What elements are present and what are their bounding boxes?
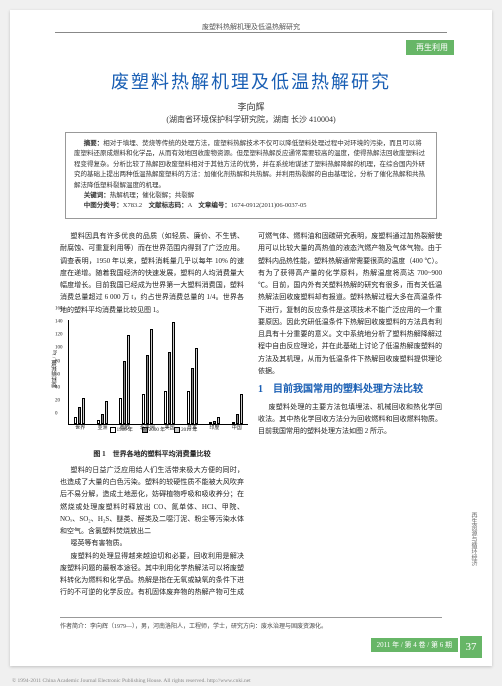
affiliation: (湖南省环境保护科学研究院，湖南 长沙 410004) (10, 114, 492, 125)
page-number: 37 (460, 636, 482, 658)
chart-bar (101, 414, 104, 424)
chart-bar-group (97, 401, 108, 424)
chart-bar (142, 394, 145, 424)
body-p3a: 噁英等有害物质。 (60, 537, 244, 549)
chart-ytick: 60 (55, 371, 60, 380)
chart-xlabel: 北美洲 (136, 425, 158, 434)
body-p2: 塑料的日益广泛应用给人们生活带来极大方便的同时，也造成了大量的白色污染。塑料的较… (60, 464, 244, 538)
chart-bar-group (119, 335, 130, 424)
copyright-line: © 1994-2011 China Academic Journal Elect… (12, 678, 251, 684)
author-name: 李向辉 (10, 100, 492, 113)
chart-bar (240, 394, 243, 424)
issue-tag: 2011 年 / 第 4 卷 / 第 6 期 (371, 638, 458, 652)
chart-ytick: 40 (55, 384, 60, 393)
clc-label: 中图分类号： (84, 202, 123, 209)
chart-bar (213, 421, 216, 424)
keywords-text: 热解机理；催化裂解；共裂解 (110, 192, 195, 199)
running-title: 废塑料热解机理及低温热解研究 (10, 22, 492, 32)
side-label: 再生资源与循环经济 (469, 512, 478, 566)
article-id-text: 1674-0912(2011)06-0037-05 (231, 202, 307, 209)
bar-chart: 塑料消耗量 / kg 020406080100120140160世界亚洲西欧北美… (68, 320, 248, 425)
author-bio: 作者简介：李向辉（1979—），男，河南洛阳人，工程师，学士，研究方向：废水治理… (60, 617, 442, 630)
chart-ylabel: 塑料消耗量 / kg (51, 350, 61, 387)
body-columns: 塑料因具有许多优良的品质（如轻质、廉价、不生锈、耐腐蚀、可重复利用等）而在世界范… (60, 230, 442, 606)
chart-bar (217, 417, 220, 424)
chart-bar-group (209, 417, 220, 424)
article-title: 废塑料热解机理及低温热解研究 (10, 68, 492, 94)
chart-bar-group (142, 329, 153, 424)
chart-xlabel: 世界 (69, 425, 91, 434)
chart-bar (209, 422, 212, 424)
chart-xlabel: 西欧 (114, 425, 136, 434)
chart-bar (172, 322, 175, 424)
chart-bar-group (164, 322, 175, 424)
chart-xlabel: 日本 (181, 425, 203, 434)
chart-bar (195, 348, 198, 423)
abstract-text: 相对于填埋、焚烧等传统的处理方法，废塑料热解技术不仅可以降低塑料处理过程中对环境… (74, 140, 425, 189)
chart-bar (150, 329, 153, 424)
chart-ytick: 140 (55, 319, 63, 328)
chart-xlabel: 美国 (159, 425, 181, 434)
chart-bar (146, 355, 149, 424)
body-p4: 废塑料处理的主要方法包填埋法、机械回收和热化学回收法。其中热化学回收方法分为回收… (258, 401, 442, 438)
chart-xlabel: 印度 (203, 425, 225, 434)
chart-xlabel: 亚洲 (91, 425, 113, 434)
header-rule (55, 32, 447, 33)
chart-bar (123, 361, 126, 423)
chart-bar-group (74, 398, 85, 424)
chart-xlabels: 世界亚洲西欧北美洲美国日本印度中国 (69, 425, 248, 434)
chart-ytick: 120 (55, 332, 63, 341)
chart-bar (164, 391, 167, 424)
page: 废塑料热解机理及低温热解研究 再生利用 废塑料热解机理及低温热解研究 李向辉 (… (10, 10, 492, 666)
chart-xlabel: 中国 (226, 425, 248, 434)
chart-ytick: 100 (55, 345, 63, 354)
chart-bar (119, 398, 122, 424)
chart-bar (191, 368, 194, 424)
chart-bar (97, 420, 100, 423)
section-tag: 再生利用 (406, 40, 454, 55)
article-id-label: 文章编号： (198, 202, 231, 209)
chart-bar (78, 407, 81, 423)
chart-bar-group (232, 394, 243, 424)
abstract-label: 摘要： (84, 140, 104, 147)
figure-1: 塑料消耗量 / kg 020406080100120140160世界亚洲西欧北美… (60, 320, 244, 460)
chart-bar (127, 335, 130, 424)
chart-ytick: 0 (55, 411, 58, 420)
chart-ytick: 20 (55, 398, 60, 407)
chart-bar (74, 417, 77, 424)
clc-text: X783.2 (123, 202, 142, 209)
chart-ytick: 80 (55, 358, 60, 367)
chart-bar (232, 422, 235, 424)
keywords-label: 关键词： (84, 192, 110, 199)
chart-bar (187, 391, 190, 424)
abstract-box: 摘要：相对于填埋、焚烧等传统的处理方法，废塑料热解技术不仅可以降低塑料处理过程中… (65, 132, 437, 219)
chart-bar (168, 352, 171, 424)
doccode-label: 文献标志码： (149, 202, 188, 209)
chart-bar (82, 398, 85, 424)
chart-bar-group (187, 348, 198, 423)
chart-ytick: 160 (55, 306, 63, 315)
chart-bar (236, 414, 239, 424)
doccode-text: A (188, 202, 192, 209)
section-heading-1: 1 目前我国常用的塑料处理方法比较 (258, 381, 442, 399)
chart-caption: 图 1 世界各地的塑料平均消费量比较 (60, 448, 244, 460)
body-p1: 塑料因具有许多优良的品质（如轻质、廉价、不生锈、耐腐蚀、可重复利用等）而在世界范… (60, 230, 244, 316)
chart-bar (105, 401, 108, 424)
